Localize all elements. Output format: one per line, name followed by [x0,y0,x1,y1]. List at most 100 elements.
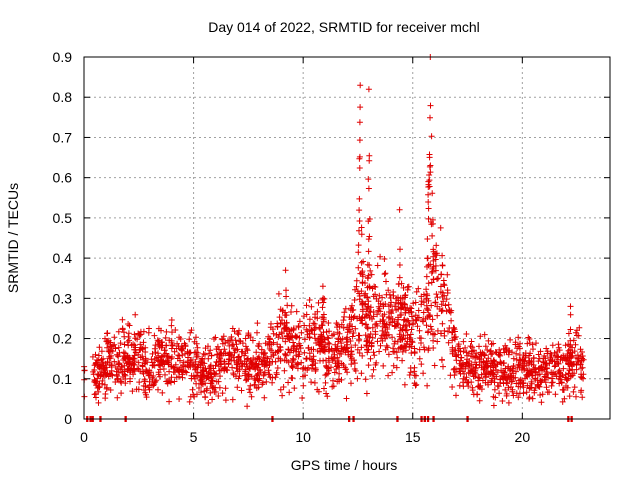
data-point [115,360,122,366]
data-point [296,334,303,341]
data-point [385,351,392,358]
data-point [555,368,562,375]
data-point [139,363,146,370]
data-point [296,340,302,347]
data-point [159,389,166,396]
data-point [279,317,285,324]
data-point [289,355,296,362]
x-tick-label: 0 [80,429,88,445]
data-point [254,364,261,371]
data-point [312,335,318,342]
data-point [317,337,324,343]
data-point [103,338,110,345]
data-point [428,326,435,333]
data-point [446,325,453,331]
data-point [364,284,371,291]
data-point [238,348,245,355]
data-point [249,361,256,368]
data-point [429,216,436,223]
data-point [107,347,114,354]
data-point [427,114,433,121]
data-point [117,378,124,385]
y-tick-label: 0.5 [53,210,73,226]
data-point [425,215,432,222]
data-point [237,338,244,345]
data-point [425,328,432,335]
data-point [374,262,381,269]
data-point [352,325,359,332]
data-point [420,370,427,377]
data-point [330,383,337,390]
data-point [95,399,102,406]
data-point [387,319,394,325]
data-point [572,341,579,348]
data-point [219,340,226,347]
data-point [485,337,492,344]
data-point [108,371,114,378]
data-point [218,336,225,343]
data-point [306,355,313,362]
y-tick-label: 0.7 [53,129,73,145]
data-point [373,320,380,327]
data-point [438,330,445,337]
data-point [229,396,236,403]
data-point [207,347,214,354]
data-point [423,273,430,280]
data-point [209,396,216,403]
data-point [381,271,388,278]
data-point [142,357,149,364]
data-point [460,348,467,355]
data-point [561,387,567,393]
data-point [140,339,147,346]
data-point [470,347,477,354]
data-point [99,359,106,366]
data-point [366,233,373,240]
data-point [406,309,413,316]
data-point [578,374,585,381]
data-point [205,374,211,380]
data-point [334,378,341,385]
data-point [155,386,161,393]
data-point [492,349,499,355]
data-point [565,375,572,382]
data-point [362,376,369,383]
data-point [354,375,361,382]
data-point [242,343,249,350]
data-point [248,393,255,400]
data-point [121,355,128,362]
data-point [358,344,365,351]
data-point [108,362,115,369]
data-point [563,383,569,389]
data-point [308,346,315,353]
data-point [219,390,226,397]
data-point [364,261,371,268]
data-point [477,382,484,389]
data-point [298,329,305,336]
data-point [430,246,437,253]
data-point [191,338,198,345]
data-point [324,393,331,400]
data-point [423,322,430,329]
data-point [283,352,290,359]
data-point [338,340,345,347]
data-point [253,349,260,356]
data-point [380,362,387,369]
data-point [293,308,300,315]
data-point [510,362,517,369]
data-point [580,375,587,382]
data-point [450,366,457,373]
data-point [567,326,574,333]
data-point [458,354,465,361]
data-point [439,252,446,259]
data-point [222,385,229,392]
data-point [288,363,295,369]
data-point [488,341,495,348]
data-point [427,312,434,319]
tick-labels: 0 5 10 15 20 0 0.1 0.2 0.3 0.4 0.5 0.6 0.7 0.8 0.9 [53,49,531,445]
data-point [216,384,223,391]
data-point [406,334,413,341]
data-point [438,271,445,278]
data-point [168,374,175,381]
data-point [545,374,552,381]
data-point [371,283,378,290]
